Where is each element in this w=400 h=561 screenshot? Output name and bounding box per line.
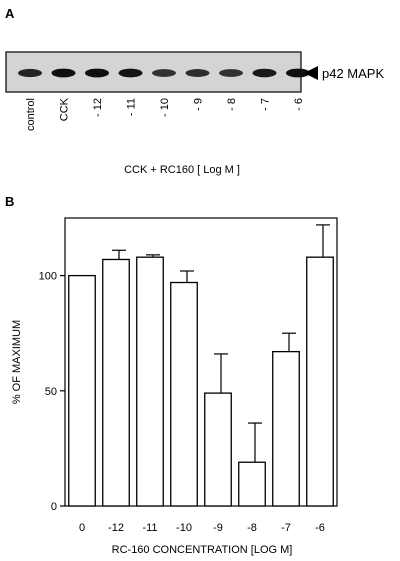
y-axis-label: % OF MAXIMUM [11,320,23,404]
blot-band [252,68,277,78]
x-tick-label: -12 [108,522,124,534]
y-tick-label: 0 [51,501,57,513]
blot-band [219,69,243,77]
lane-label: - 11 [126,98,138,116]
blot-band [18,68,42,78]
bar [204,392,232,507]
blot-band [185,69,210,77]
y-tick-label: 50 [45,386,57,398]
bar [102,258,130,507]
x-tick-label: -6 [315,522,325,534]
blot-caption: CCK + RC160 [ Log M ] [124,164,240,176]
x-tick-label: -7 [281,522,291,534]
lane-label: - 10 [159,98,171,117]
lane-labels: control CCK - 12 - 11 - 10 - 9 - 8 - 7 - 6 [25,97,305,131]
x-tick-label: 0 [79,522,85,534]
blot-band [51,68,76,78]
blot-band [85,68,109,78]
panel-b-label: B [5,194,14,209]
band-label: p42 MAPK [322,66,384,81]
plot-frame [64,217,338,507]
blot-bands [18,68,310,78]
arrow-icon [304,66,318,80]
lane-label: - 8 [226,98,238,111]
bar [272,350,300,507]
x-axis-label: RC-160 CONCENTRATION [LOG M] [112,544,293,556]
y-tick-label: 100 [39,271,57,283]
bars [68,224,334,507]
bar [238,461,266,507]
lane-label: - 12 [92,98,104,117]
x-axis: 0 -12 -11 -10 -9 -8 -7 -6 [79,522,325,534]
lane-label: - 6 [293,98,305,111]
bar [170,281,198,507]
lane-label: - 9 [193,98,205,111]
y-axis: 0 50 100 [39,271,65,513]
x-tick-label: -8 [247,522,257,534]
lane-label: - 7 [260,98,272,111]
x-tick-label: -9 [213,522,223,534]
bar [136,256,164,507]
bar [68,274,96,507]
bar [306,256,334,507]
blot-band [118,68,143,78]
blot-band [152,69,176,77]
panel-a-label: A [5,6,15,21]
lane-label: control [25,98,37,131]
lane-label: CCK [59,97,71,121]
x-tick-label: -11 [142,522,157,534]
blot-band [286,68,310,78]
x-tick-label: -10 [176,522,192,534]
